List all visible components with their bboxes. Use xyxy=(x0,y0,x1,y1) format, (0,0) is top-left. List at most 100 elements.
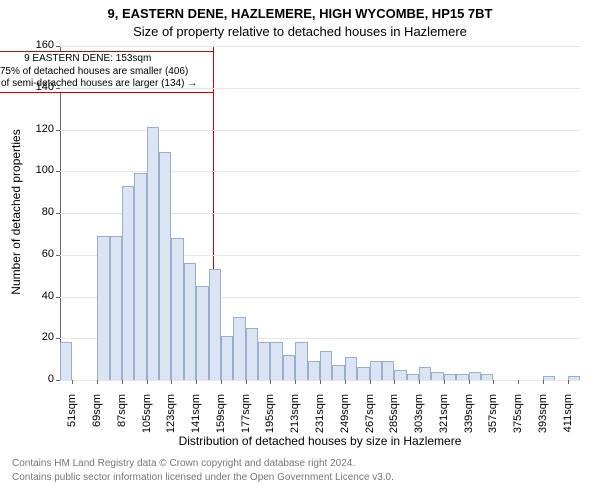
histogram-bar xyxy=(419,367,431,380)
y-tick xyxy=(56,213,60,214)
x-tick-label: 87sqm xyxy=(116,394,128,444)
x-tick-label: 393sqm xyxy=(537,394,549,444)
x-tick xyxy=(171,380,172,384)
gridline xyxy=(60,46,580,47)
x-tick xyxy=(270,380,271,384)
y-tick-label: 100 xyxy=(24,164,54,176)
x-tick-label: 177sqm xyxy=(240,394,252,444)
x-tick xyxy=(122,380,123,384)
histogram-bar xyxy=(444,374,456,380)
x-tick xyxy=(419,380,420,384)
y-tick-label: 60 xyxy=(24,248,54,260)
histogram-bar xyxy=(370,361,382,380)
histogram-bar xyxy=(171,238,183,380)
histogram-bar xyxy=(209,269,221,380)
gridline xyxy=(60,171,580,172)
y-tick xyxy=(56,338,60,339)
x-tick-label: 321sqm xyxy=(438,394,450,444)
x-tick-label: 105sqm xyxy=(141,394,153,444)
histogram-bar xyxy=(332,365,344,380)
histogram-bar xyxy=(147,127,159,380)
histogram-bar xyxy=(97,236,109,380)
y-tick-label: 80 xyxy=(24,206,54,218)
histogram-bar xyxy=(184,263,196,380)
x-tick xyxy=(147,380,148,384)
x-tick xyxy=(543,380,544,384)
x-tick-label: 285sqm xyxy=(388,394,400,444)
y-tick xyxy=(56,88,60,89)
histogram-bar xyxy=(394,370,406,380)
histogram-bar xyxy=(258,342,270,380)
x-tick-label: 339sqm xyxy=(463,394,475,444)
histogram-bar xyxy=(345,357,357,380)
x-tick-label: 141sqm xyxy=(190,394,202,444)
x-tick xyxy=(221,380,222,384)
y-axis-title: Number of detached properties xyxy=(9,62,23,362)
y-tick-label: 20 xyxy=(24,331,54,343)
y-tick xyxy=(56,130,60,131)
histogram-bar xyxy=(122,186,134,380)
y-tick xyxy=(56,255,60,256)
x-tick xyxy=(97,380,98,384)
x-tick-label: 213sqm xyxy=(289,394,301,444)
histogram-bar xyxy=(320,351,332,380)
histogram-bar xyxy=(283,355,295,380)
x-tick xyxy=(196,380,197,384)
y-tick-label: 40 xyxy=(24,290,54,302)
chart-title-line-2: Size of property relative to detached ho… xyxy=(0,24,600,39)
y-tick xyxy=(56,46,60,47)
x-tick xyxy=(370,380,371,384)
x-tick xyxy=(493,380,494,384)
histogram-bar xyxy=(456,374,468,380)
x-tick xyxy=(394,380,395,384)
histogram-bar xyxy=(221,336,233,380)
histogram-bar xyxy=(407,374,419,380)
y-tick-label: 0 xyxy=(24,373,54,385)
histogram-bar xyxy=(60,342,72,380)
histogram-bar xyxy=(159,152,171,380)
histogram-bar xyxy=(357,367,369,380)
histogram-bar xyxy=(481,374,493,380)
histogram-bar xyxy=(382,361,394,380)
annotation-line-2: ← 75% of detached houses are smaller (40… xyxy=(0,66,209,79)
chart-container: 9, EASTERN DENE, HAZLEMERE, HIGH WYCOMBE… xyxy=(0,0,600,500)
x-tick-label: 69sqm xyxy=(91,394,103,444)
x-tick-label: 195sqm xyxy=(264,394,276,444)
y-tick-label: 120 xyxy=(24,123,54,135)
plot-area: 9 EASTERN DENE: 153sqm ← 75% of detached… xyxy=(60,46,580,380)
x-tick-label: 231sqm xyxy=(314,394,326,444)
gridline xyxy=(60,130,580,131)
annotation-line-1: 9 EASTERN DENE: 153sqm xyxy=(0,53,209,66)
x-tick-label: 51sqm xyxy=(66,394,78,444)
histogram-bar xyxy=(568,376,580,380)
histogram-bar xyxy=(295,342,307,380)
histogram-bar xyxy=(196,286,208,380)
histogram-bar xyxy=(431,372,443,380)
x-tick-label: 249sqm xyxy=(339,394,351,444)
x-tick xyxy=(444,380,445,384)
x-tick-label: 267sqm xyxy=(364,394,376,444)
gridline xyxy=(60,88,580,89)
x-tick-label: 375sqm xyxy=(512,394,524,444)
histogram-bar xyxy=(308,361,320,380)
y-tick xyxy=(56,297,60,298)
y-tick xyxy=(56,171,60,172)
x-tick xyxy=(320,380,321,384)
x-tick xyxy=(469,380,470,384)
x-tick xyxy=(568,380,569,384)
x-tick xyxy=(345,380,346,384)
histogram-bar xyxy=(134,173,146,380)
histogram-bar xyxy=(543,376,555,380)
y-tick xyxy=(56,380,60,381)
histogram-bar xyxy=(110,236,122,380)
histogram-bar xyxy=(233,317,245,380)
histogram-bar xyxy=(270,342,282,380)
x-tick-label: 357sqm xyxy=(487,394,499,444)
x-tick-label: 303sqm xyxy=(413,394,425,444)
x-tick xyxy=(72,380,73,384)
y-tick-label: 140 xyxy=(24,81,54,93)
x-tick-label: 411sqm xyxy=(562,394,574,444)
chart-title-line-1: 9, EASTERN DENE, HAZLEMERE, HIGH WYCOMBE… xyxy=(0,6,600,21)
y-tick-label: 160 xyxy=(24,39,54,51)
x-tick-label: 159sqm xyxy=(215,394,227,444)
